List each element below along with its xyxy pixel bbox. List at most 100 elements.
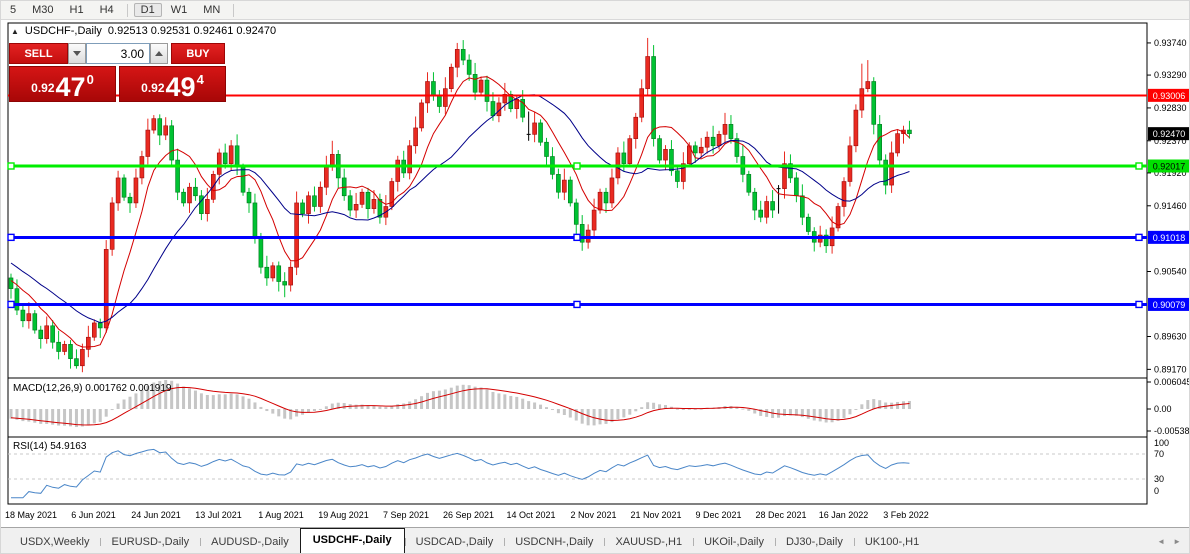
chevron-down-icon [73, 51, 81, 56]
volume-up-button[interactable] [150, 43, 168, 64]
buy-price-button[interactable]: 0.92 49 4 [119, 66, 226, 102]
macd-histogram-bar [693, 408, 697, 410]
candle [841, 181, 847, 207]
macd-histogram-bar [241, 396, 245, 409]
chart-tab-eurusd-daily[interactable]: EURUSD-,Daily [100, 532, 200, 552]
candle [633, 116, 639, 139]
line-handle[interactable] [7, 300, 15, 309]
macd-histogram-bar [193, 390, 197, 409]
macd-histogram-bar [860, 404, 864, 409]
line-handle[interactable] [573, 300, 581, 309]
price-badge-label: 0.92017 [1153, 162, 1186, 172]
candle [353, 204, 359, 211]
chart-tab-audusd-daily[interactable]: AUDUSD-,Daily [200, 532, 300, 552]
volume-down-button[interactable] [68, 43, 86, 64]
macd-histogram-bar [479, 387, 483, 409]
candle [835, 206, 841, 229]
chart-tab-usdcnh-daily[interactable]: USDCNH-,Daily [504, 532, 604, 552]
candle [115, 177, 121, 204]
chart-tab-usdchf-daily[interactable]: USDCHF-,Daily [299, 528, 405, 553]
candle [389, 181, 395, 207]
line-handle[interactable] [573, 162, 581, 170]
candle [746, 174, 752, 193]
candle [556, 174, 561, 193]
timeframe-button-m30[interactable]: M30 [32, 4, 54, 16]
date-label: 26 Sep 2021 [443, 510, 494, 520]
macd-histogram-bar [687, 408, 691, 410]
candle [294, 202, 299, 268]
candle [145, 129, 151, 157]
macd-histogram-bar [98, 409, 102, 422]
macd-histogram-bar [27, 409, 31, 422]
macd-histogram-bar [164, 380, 168, 409]
line-handle[interactable] [1135, 233, 1143, 242]
candle [282, 281, 288, 286]
timeframe-button-d1[interactable]: D1 [133, 3, 162, 17]
macd-histogram-bar [765, 409, 769, 417]
line-handle[interactable] [573, 233, 581, 242]
buy-price-prefix: 0.92 [141, 81, 165, 95]
line-handle[interactable] [7, 233, 15, 242]
timeframe-button-h1[interactable]: H1 [69, 4, 84, 16]
price-badge [1148, 159, 1189, 173]
candle [193, 186, 198, 197]
candle [698, 146, 704, 154]
candle [645, 56, 650, 89]
candle [460, 49, 466, 61]
macd-histogram-bar [628, 409, 632, 415]
macd-histogram-bar [747, 409, 751, 411]
candle [347, 195, 353, 211]
macd-histogram-bar [586, 409, 590, 426]
macd-histogram-bar [842, 409, 846, 419]
candle [264, 266, 270, 279]
macd-histogram-bar [848, 409, 852, 415]
rsi-pane-frame [7, 436, 1148, 505]
macd-histogram-bar [491, 391, 495, 409]
chart-tab-xauusd-h1[interactable]: XAUUSD-,H1 [604, 532, 693, 552]
macd-histogram-bar [289, 409, 293, 420]
sell-button[interactable]: SELL [9, 43, 68, 64]
macd-histogram-bar [354, 404, 358, 409]
macd-histogram-bar [556, 409, 560, 414]
buy-price-sup: 4 [196, 72, 204, 87]
chart-tab-usdx-weekly[interactable]: USDX,Weekly [20, 535, 90, 548]
line-handle[interactable] [1135, 162, 1143, 170]
line-handle[interactable] [7, 162, 15, 170]
macd-histogram-bar [907, 400, 911, 409]
chart-tab-uk100-h1[interactable]: UK100-,H1 [853, 532, 930, 552]
timeframe-button-5[interactable]: 5 [10, 4, 17, 16]
price-tick-label: 0.92830 [1154, 103, 1187, 113]
macd-histogram-bar [515, 396, 519, 409]
macd-histogram-bar [271, 409, 275, 414]
macd-axis-label: 0.006045 [1154, 377, 1190, 387]
macd-histogram-bar [21, 409, 25, 422]
line-handle[interactable] [1135, 300, 1143, 309]
macd-histogram-bar [824, 409, 828, 423]
candle [865, 81, 871, 89]
chart-tab-usdcad-daily[interactable]: USDCAD-,Daily [404, 532, 505, 552]
candle [288, 266, 293, 286]
timeframe-button-h4[interactable]: H4 [99, 4, 114, 16]
macd-histogram-bar [110, 409, 114, 411]
macd-histogram-bar [104, 409, 108, 417]
candle [805, 216, 811, 232]
tab-scroll-right-icon[interactable]: ► [1173, 537, 1181, 546]
macd-histogram-bar [818, 409, 822, 422]
volume-input[interactable]: 3.00 [86, 43, 150, 64]
price-tick-label: 0.91920 [1154, 168, 1187, 178]
chart-tab-ukoil-daily[interactable]: UKOil-,Daily [693, 532, 775, 552]
candle [240, 166, 246, 193]
chart-tab-dj30-daily[interactable]: DJ30-,Daily [774, 532, 854, 552]
tab-scroll-left-icon[interactable]: ◄ [1157, 537, 1166, 546]
macd-histogram-bar [604, 409, 608, 424]
candle [758, 209, 764, 218]
sell-price-big: 47 [55, 72, 86, 102]
sell-price-button[interactable]: 0.92 47 0 [9, 66, 116, 102]
macd-histogram-bar [568, 409, 572, 418]
panel-collapse-icon[interactable]: ▲ [11, 26, 19, 36]
timeframe-button-mn[interactable]: MN [203, 4, 221, 16]
buy-button[interactable]: BUY [171, 43, 225, 64]
macd-histogram-bar [277, 409, 281, 417]
timeframe-button-w1[interactable]: W1 [170, 4, 188, 16]
macd-histogram-bar [539, 404, 543, 409]
